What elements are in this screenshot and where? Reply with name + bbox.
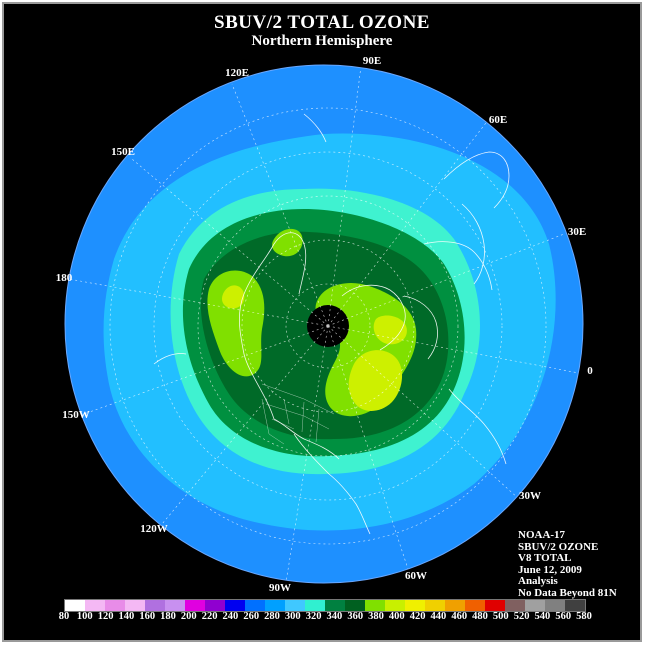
coastline-outlines bbox=[153, 113, 510, 535]
lon-label-90e: 90E bbox=[362, 55, 382, 67]
ozone-band-380-400-east bbox=[348, 350, 403, 411]
legend-tick-label: 140 bbox=[118, 611, 135, 622]
lon-label-150e: 150E bbox=[111, 146, 135, 158]
lon-label-90w: 90W bbox=[269, 582, 291, 594]
info-type: Analysis bbox=[518, 575, 558, 587]
info-version: V8 TOTAL bbox=[518, 552, 572, 564]
legend-tick-label: 380 bbox=[368, 611, 384, 622]
legend-tick-label: 120 bbox=[97, 611, 114, 622]
legend-swatch bbox=[205, 600, 225, 611]
lon-label-60w: 60W bbox=[405, 570, 427, 582]
legend-tick-label: 280 bbox=[264, 611, 280, 622]
political-boundaries bbox=[261, 383, 335, 445]
legend-swatch bbox=[145, 600, 165, 611]
legend-swatch bbox=[185, 600, 205, 611]
legend-tick-label: 260 bbox=[243, 611, 260, 622]
legend-tick-label: 340 bbox=[326, 611, 343, 622]
legend-tick-label: 480 bbox=[472, 611, 488, 622]
legend-tick-label: 560 bbox=[555, 611, 572, 622]
legend-swatch bbox=[425, 600, 445, 611]
lon-label-120w: 120W bbox=[140, 523, 168, 535]
legend-tick-label: 320 bbox=[305, 611, 322, 622]
legend-swatch bbox=[485, 600, 505, 611]
legend-swatch bbox=[365, 600, 385, 611]
lon-label-30e: 30E bbox=[567, 226, 587, 238]
legend-tick-label: 460 bbox=[451, 611, 468, 622]
graticule bbox=[68, 65, 583, 583]
legend-tick-label: 80 bbox=[58, 611, 70, 622]
legend-swatch bbox=[445, 600, 465, 611]
legend-tick-label: 500 bbox=[492, 611, 509, 622]
legend-swatch bbox=[325, 600, 345, 611]
lon-label-120e: 120E bbox=[225, 67, 249, 79]
info-note: No Data Beyond 81N bbox=[518, 586, 617, 599]
map-subtitle: Northern Hemisphere bbox=[251, 33, 393, 49]
legend-swatch bbox=[385, 600, 405, 611]
legend-tick-label: 440 bbox=[430, 611, 447, 622]
legend-tick-label: 520 bbox=[513, 611, 530, 622]
legend-swatch bbox=[225, 600, 245, 611]
legend-swatch bbox=[285, 600, 305, 611]
color-scale-bar bbox=[64, 599, 586, 612]
lon-label-60e: 60E bbox=[488, 114, 508, 126]
legend-swatch bbox=[405, 600, 425, 611]
lon-label-0: 0 bbox=[587, 365, 593, 377]
lon-label-180: 180 bbox=[55, 272, 73, 284]
info-product: SBUV/2 OZONE bbox=[518, 540, 599, 553]
legend-swatch bbox=[305, 600, 325, 611]
legend-tick-label: 360 bbox=[347, 611, 364, 622]
product-info-block: NOAA-17 SBUV/2 OZONE V8 TOTAL June 12, 2… bbox=[518, 529, 617, 599]
globe-outline bbox=[64, 64, 584, 584]
lon-label-30w: 30W bbox=[519, 490, 541, 502]
legend-swatch bbox=[565, 600, 585, 611]
info-date: June 12, 2009 bbox=[518, 563, 582, 576]
legend-tick-label: 400 bbox=[388, 611, 405, 622]
legend-tick-label: 540 bbox=[534, 611, 551, 622]
legend-tick-label: 200 bbox=[180, 611, 197, 622]
legend-swatch bbox=[265, 600, 285, 611]
legend-tick-label: 580 bbox=[576, 611, 592, 622]
legend-swatch bbox=[105, 600, 125, 611]
legend-tick-label: 100 bbox=[76, 611, 93, 622]
ozone-band-380-400-west bbox=[222, 285, 245, 309]
legend-swatch bbox=[65, 600, 85, 611]
legend-swatch bbox=[85, 600, 105, 611]
legend-swatch bbox=[505, 600, 525, 611]
legend-swatch bbox=[525, 600, 545, 611]
ozone-band-380-400-north bbox=[373, 315, 407, 345]
map-title: SBUV/2 TOTAL OZONE bbox=[214, 12, 430, 33]
polar-ozone-map bbox=[64, 64, 584, 584]
legend-swatch bbox=[345, 600, 365, 611]
ozone-map-frame: SBUV/2 TOTAL OZONE Northern Hemisphere bbox=[2, 2, 642, 642]
legend-swatch bbox=[465, 600, 485, 611]
legend-tick-label: 420 bbox=[409, 611, 426, 622]
legend-tick-label: 220 bbox=[201, 611, 218, 622]
legend-tick-label: 300 bbox=[284, 611, 301, 622]
legend-swatch bbox=[165, 600, 185, 611]
ozone-band-360-380-west bbox=[207, 270, 265, 377]
lon-label-150w: 150W bbox=[62, 409, 90, 421]
legend-swatch bbox=[245, 600, 265, 611]
color-scale-labels: 80 100 120 140 160 180 200 220 240 260 280 300 320 34… bbox=[59, 611, 592, 625]
legend-swatch bbox=[125, 600, 145, 611]
legend-swatch bbox=[545, 600, 565, 611]
legend-tick-label: 180 bbox=[160, 611, 176, 622]
legend-tick-label: 240 bbox=[222, 611, 239, 622]
ozone-band-360-380-north bbox=[272, 228, 303, 257]
legend-tick-label: 160 bbox=[139, 611, 156, 622]
info-satellite: NOAA-17 bbox=[518, 529, 566, 541]
